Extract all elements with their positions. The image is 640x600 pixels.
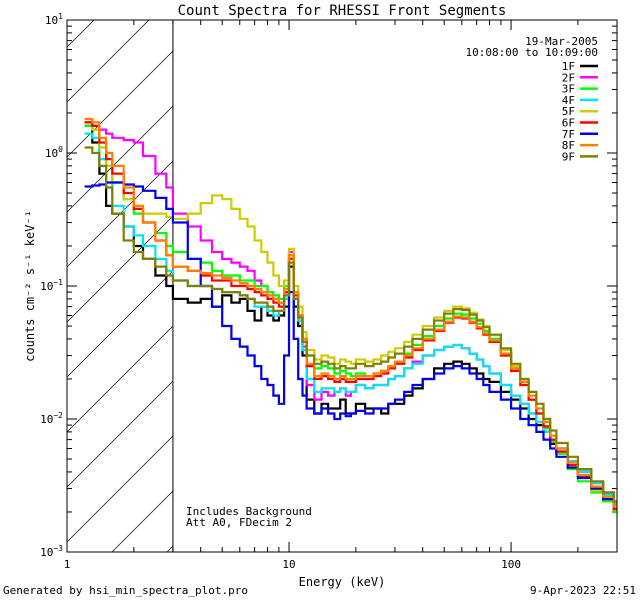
plot-frame (66, 19, 618, 553)
footer-timestamp: 9-Apr-2023 22:51 (530, 584, 636, 597)
legend-label-4F: 4F (562, 94, 575, 107)
axis-ticks (66, 19, 618, 553)
x-tick-label: 10 (282, 558, 295, 571)
hatch-line (67, 50, 173, 158)
series-lines (84, 117, 617, 514)
hatch-line (67, 105, 173, 213)
legend-label-6F: 6F (562, 117, 575, 130)
legend-label-7F: 7F (562, 128, 575, 141)
legend-label-3F: 3F (562, 83, 575, 96)
y-axis-label: counts cm⁻² s⁻¹ keV⁻¹ (23, 210, 37, 362)
hatched-region (67, 20, 173, 552)
x-tick-labels: 1 10 100 (64, 558, 521, 571)
hatch-line (67, 435, 173, 543)
hatch-line (67, 20, 95, 48)
series-line-7F (84, 181, 617, 508)
legend-label-5F: 5F (562, 105, 575, 118)
x-tick-label: 100 (501, 558, 521, 571)
y-tick-label: 10−2 (40, 411, 63, 426)
series-line-4F (84, 132, 617, 505)
legend-label-2F: 2F (562, 71, 575, 84)
time-range-text: 10:08:00 to 10:09:00 (466, 46, 598, 59)
date-text: 19-Mar-2005 (525, 35, 598, 48)
series-line-5F (84, 117, 617, 511)
annotation-attenuator: Att A0, FDecim 2 (186, 516, 292, 529)
legend-label-1F: 1F (562, 60, 575, 73)
footer-generated-by: Generated by hsi_min_spectra_plot.pro (3, 584, 248, 597)
series-line-8F (84, 117, 617, 508)
series-line-3F (84, 124, 617, 514)
y-tick-label: 100 (45, 145, 63, 160)
series-line-6F (84, 121, 617, 511)
y-tick-label: 101 (45, 12, 63, 27)
series-line-2F (84, 121, 617, 505)
series-line-9F (84, 146, 617, 503)
y-tick-labels: 10−3 10−2 10−1 100 101 (40, 12, 63, 559)
y-tick-label: 10−1 (40, 278, 63, 293)
hatch-line (67, 215, 173, 323)
series-line-1F (84, 124, 617, 505)
annotation-background: Includes Background (186, 505, 312, 518)
chart-title: Count Spectra for RHESSI Front Segments (178, 3, 507, 19)
hatch-line (67, 20, 150, 103)
x-tick-label: 1 (64, 558, 71, 571)
hatch-line (67, 380, 173, 488)
x-axis-label: Energy (keV) (299, 575, 386, 589)
legend-label-9F: 9F (562, 150, 575, 163)
legend-label-8F: 8F (562, 139, 575, 152)
y-tick-label: 10−3 (40, 544, 63, 559)
